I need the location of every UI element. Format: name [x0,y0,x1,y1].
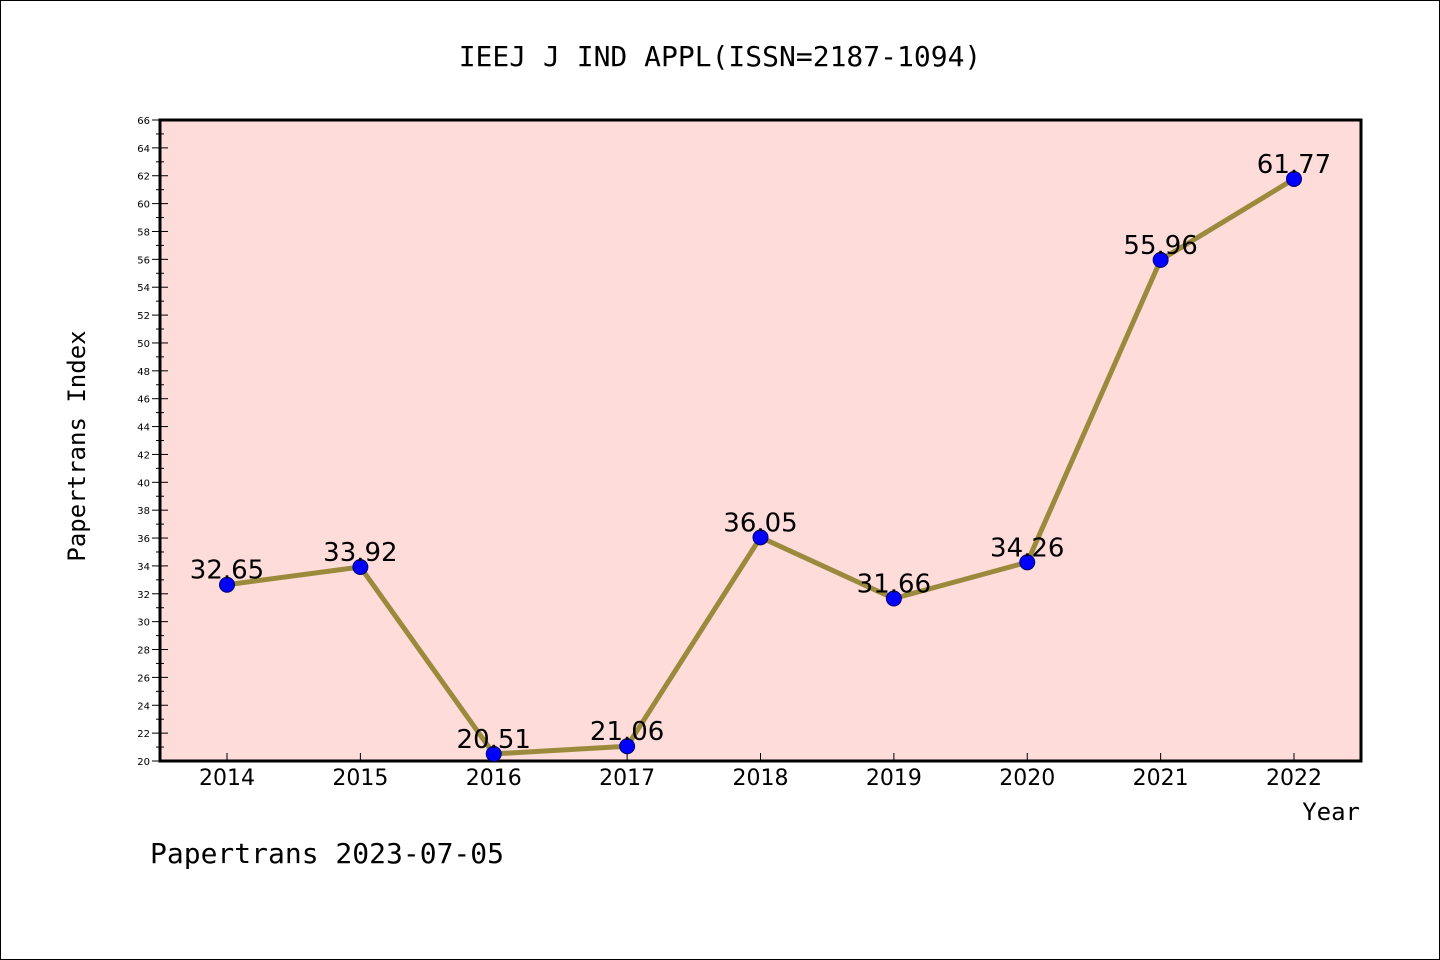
y-tick-label: 62 [137,172,150,183]
y-tick-label: 46 [137,395,150,406]
y-tick-label: 64 [137,144,150,155]
x-axis-label: Year [1302,798,1360,826]
data-label: 36.05 [723,508,797,538]
y-tick-label: 32 [137,590,150,601]
data-point [1286,170,1302,187]
x-tick-label: 2021 [1133,766,1189,791]
y-tick-label: 50 [137,339,150,350]
y-tick-label: 26 [137,673,150,684]
data-label: 55.96 [1123,231,1197,261]
y-tick-label: 66 [137,116,150,127]
data-labels-layer: 32.65 33.92 20.51 21.06 36.05 31.66 34.26 55.96… [190,150,1331,755]
y-tick-label: 30 [137,618,150,629]
x-tick-label: 2016 [466,766,522,791]
data-point [352,559,369,576]
footer-credit: Papertrans 2023-07-05 [150,837,504,870]
data-point [619,738,636,755]
data-label: 32.65 [190,556,264,586]
y-tick-label: 60 [137,200,150,211]
x-tick-label: 2020 [999,766,1055,791]
y-tick-label: 54 [137,283,150,294]
x-axis: 2014 2015 2016 2017 2018 2019 2020 2021 2022 [199,753,1322,791]
data-point [1152,251,1169,268]
x-tick-label: 2018 [733,766,789,791]
data-point [885,590,902,607]
x-tick-label: 2017 [599,766,655,791]
data-label: 20.51 [457,725,531,755]
y-tick-label: 48 [137,367,150,378]
y-tick-label: 58 [137,227,150,238]
series-layer [219,170,1302,762]
plot-area [158,118,1363,763]
y-tick-label: 24 [137,701,150,712]
y-tick-label: 28 [137,646,150,657]
x-tick-label: 2019 [866,766,922,791]
y-tick-label: 22 [137,729,150,740]
data-point [752,529,769,546]
data-label: 21.06 [590,717,664,747]
y-axis-label: Papertrans Index [63,330,91,561]
x-tick-label: 2022 [1266,766,1322,791]
y-tick-label: 36 [137,534,150,545]
y-axis: 20 22 24 26 28 30 32 34 36 38 40 42 44 46 48 50 52 54 56 58… [137,116,168,768]
y-tick-label: 42 [137,450,150,461]
data-point [219,576,235,593]
y-tick-label: 44 [137,423,150,434]
x-tick-label: 2014 [199,766,255,791]
data-point [1019,554,1036,571]
y-tick-label: 52 [137,311,150,322]
y-tick-label: 34 [137,562,150,573]
data-label: 61.77 [1257,150,1331,180]
y-tick-label: 56 [137,255,150,266]
data-label: 34.26 [990,533,1064,563]
y-tick-label: 38 [137,506,150,517]
y-tick-label: 20 [137,757,150,768]
data-label: 31.66 [857,570,931,600]
x-tick-label: 2015 [332,766,388,791]
chart-title: IEEJ J IND APPL(ISSN=2187-1094) [459,40,982,73]
data-label: 33.92 [323,538,397,568]
y-tick-label: 40 [137,478,150,489]
data-point [485,745,502,762]
